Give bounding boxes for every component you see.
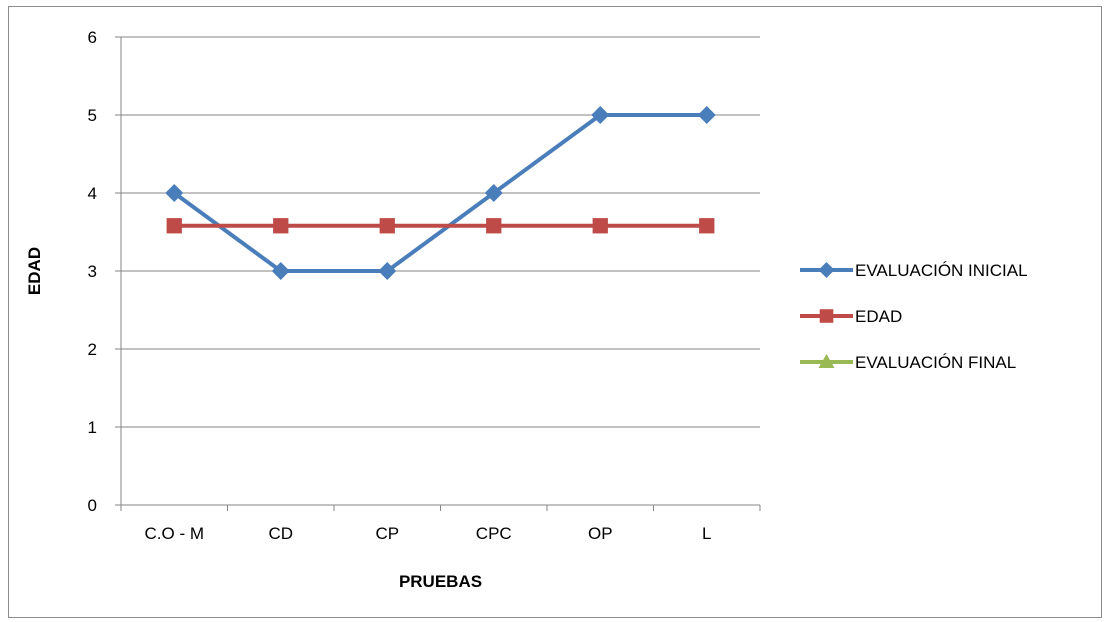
axes [115, 36, 761, 511]
x-tick-labels: C.O - M CD CP CPC OP L [145, 524, 712, 543]
legend-label: EVALUACIÓN INICIAL [855, 261, 1028, 280]
diamond-marker [484, 184, 503, 202]
y-axis-title: EDAD [25, 247, 44, 295]
legend: EVALUACIÓN INICIAL EDAD EVALUACIÓN FINAL [800, 261, 1028, 372]
diamond-marker [591, 106, 610, 124]
series-line [173, 113, 707, 273]
square-marker [699, 218, 715, 234]
diamond-marker [165, 184, 184, 202]
square-marker [379, 218, 395, 234]
legend-label: EVALUACIÓN FINAL [855, 353, 1016, 372]
x-tick-label: L [702, 524, 711, 543]
legend-item: EVALUACIÓN INICIAL [800, 261, 1028, 280]
x-tick-label: CD [268, 524, 293, 543]
legend-item: EDAD [800, 307, 902, 326]
y-tick-label: 4 [88, 184, 97, 203]
y-tick-label: 3 [88, 262, 97, 281]
series-0 [165, 106, 716, 280]
triangle-marker [818, 354, 835, 368]
diamond-marker [697, 106, 716, 124]
y-tick-label: 1 [88, 418, 97, 437]
gridlines [121, 36, 760, 428]
y-tick-label: 0 [88, 496, 97, 515]
legend-label: EDAD [855, 307, 902, 326]
x-tick-label: C.O - M [145, 524, 205, 543]
diamond-marker [818, 262, 835, 278]
x-tick-label: OP [588, 524, 613, 543]
square-marker [166, 218, 182, 234]
y-tick-labels: 0 1 2 3 4 5 6 [88, 28, 97, 515]
diamond-marker [378, 262, 397, 280]
series-layer [165, 106, 716, 280]
series-1 [166, 218, 715, 234]
square-marker [486, 218, 502, 234]
y-tick-label: 6 [88, 28, 97, 47]
y-tick-label: 2 [88, 340, 97, 359]
legend-item: EVALUACIÓN FINAL [800, 353, 1016, 372]
y-tick-label: 5 [88, 106, 97, 125]
chart-frame [8, 6, 1102, 618]
x-axis-title: PRUEBAS [399, 572, 482, 591]
square-marker [592, 218, 608, 234]
x-tick-label: CPC [476, 524, 512, 543]
x-tick-label: CP [375, 524, 399, 543]
square-marker [273, 218, 289, 234]
square-marker [819, 309, 834, 323]
diamond-marker [271, 262, 290, 280]
